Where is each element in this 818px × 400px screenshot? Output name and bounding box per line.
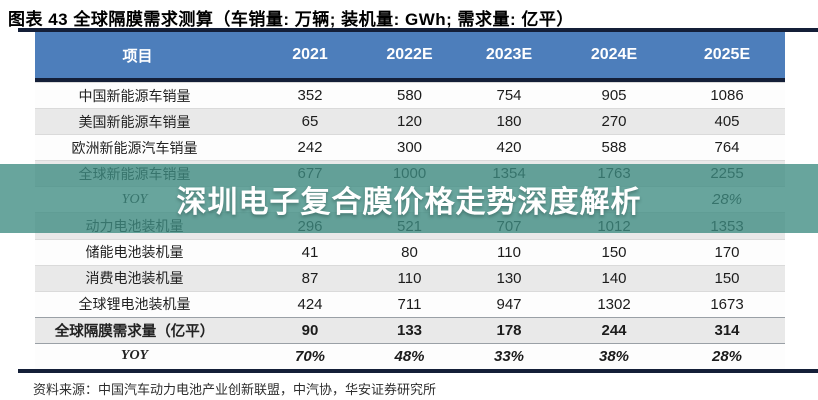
cell: 242 <box>297 139 323 157</box>
watermark-band: 深圳电子复合膜价格走势深度解析 <box>0 164 818 233</box>
cell: 764 <box>714 139 740 157</box>
cell: 180 <box>496 113 522 131</box>
column-header-2022e: 2022E <box>386 46 433 63</box>
cell: 65 <box>301 113 319 131</box>
row-label: 全球锂电池装机量 <box>78 298 191 314</box>
row-label: 储能电池装机量 <box>85 246 184 262</box>
column-header-2024e: 2024E <box>590 46 638 63</box>
cell: 1086 <box>710 87 744 105</box>
table-header-row: 项目 2021 2022E 2023E 2024E 2025E <box>35 32 785 78</box>
cell: 170 <box>714 243 740 261</box>
row-label: 全球隔膜需求量（亿平） <box>54 323 215 340</box>
cell: 28% <box>711 347 743 365</box>
figure-title: 图表 43 全球隔膜需求测算（车销量: 万辆; 装机量: GWh; 需求量: 亿… <box>8 10 574 29</box>
cell: 120 <box>396 113 423 131</box>
table-row: 储能电池装机量 41 80 110 150 170 <box>35 238 785 265</box>
cell: 420 <box>496 139 522 157</box>
cell: 905 <box>601 87 627 105</box>
bottom-divider <box>18 369 818 373</box>
table-row: 美国新能源车销量 65 120 180 270 405 <box>35 108 785 135</box>
column-header-2025e: 2025E <box>703 46 751 63</box>
cell: 352 <box>297 87 323 105</box>
cell: 38% <box>598 347 630 365</box>
cell: 150 <box>601 243 627 261</box>
row-label: YOY <box>120 348 149 364</box>
cell: 80 <box>401 243 418 261</box>
cell: 424 <box>297 295 323 313</box>
table-row: 欧洲新能源汽车销量 242 300 420 588 764 <box>35 134 785 161</box>
header-divider <box>35 78 785 82</box>
top-divider <box>18 28 818 32</box>
cell: 48% <box>394 347 425 365</box>
cell: 33% <box>493 347 525 365</box>
cell: 314 <box>714 321 740 339</box>
table-row-yoy: YOY 70% 48% 33% 38% 28% <box>35 342 785 370</box>
cell: 140 <box>601 269 627 287</box>
cell: 580 <box>396 87 423 105</box>
cell: 70% <box>294 347 326 365</box>
cell: 130 <box>496 269 522 287</box>
watermark-text: 深圳电子复合膜价格走势深度解析 <box>176 185 642 219</box>
column-header-item: 项目 <box>122 47 153 65</box>
cell: 300 <box>396 139 423 157</box>
table-row: 中国新能源车销量 352 580 754 905 1086 <box>35 82 785 109</box>
cell: 178 <box>496 321 522 339</box>
cell: 270 <box>601 113 627 131</box>
table-row: 消费电池装机量 87 110 130 140 150 <box>35 264 785 291</box>
column-header-2023e: 2023E <box>485 46 533 63</box>
cell: 1673 <box>710 295 744 313</box>
cell: 947 <box>496 295 522 313</box>
row-label: 美国新能源车销量 <box>78 115 191 131</box>
cell: 41 <box>301 243 319 261</box>
demand-table: 项目 2021 2022E 2023E 2024E 2025E 中国新能源车销量… <box>35 32 785 370</box>
table-row-total: 全球隔膜需求量（亿平） 90 133 178 244 314 <box>35 316 785 343</box>
row-label: 消费电池装机量 <box>85 272 184 288</box>
cell: 405 <box>714 113 740 131</box>
column-header-2021: 2021 <box>292 46 328 63</box>
cell: 588 <box>601 139 627 157</box>
row-label: 欧洲新能源汽车销量 <box>71 141 198 157</box>
cell: 87 <box>301 269 319 287</box>
cell: 711 <box>397 295 422 313</box>
cell: 1302 <box>597 295 631 313</box>
cell: 133 <box>396 321 423 339</box>
cell: 110 <box>397 269 422 287</box>
cell: 150 <box>714 269 740 287</box>
table-row: 全球锂电池装机量 424 711 947 1302 1673 <box>35 290 785 317</box>
cell: 90 <box>301 321 319 339</box>
cell: 244 <box>601 321 627 339</box>
cell: 754 <box>496 87 522 105</box>
row-label: 中国新能源车销量 <box>78 89 191 105</box>
source-note: 资料来源：中国汽车动力电池产业创新联盟，中汽协，华安证券研究所 <box>33 382 437 397</box>
cell: 110 <box>497 243 521 261</box>
